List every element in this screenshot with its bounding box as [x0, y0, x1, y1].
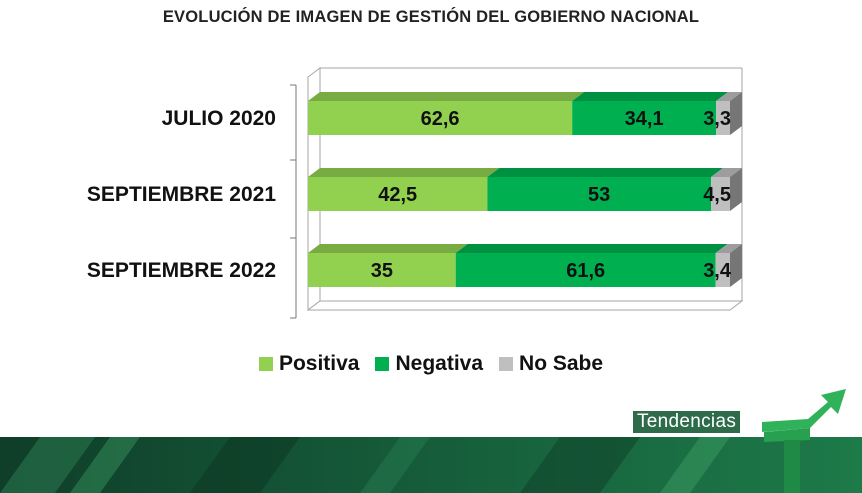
bar-segment: [572, 101, 717, 135]
bar-top-face: [308, 92, 585, 101]
data-label: 35: [371, 260, 393, 282]
chart-legend: Positiva Negativa No Sabe: [0, 352, 862, 376]
bar-segment: [308, 253, 456, 287]
legend-label: Positiva: [278, 352, 360, 375]
bar-side-face: [730, 92, 742, 135]
bar-side-face: [730, 244, 742, 287]
data-label: 62,6: [421, 108, 460, 130]
legend-item: No Sabe: [499, 352, 603, 376]
legend-swatch: [258, 357, 273, 371]
bar-segment: [455, 253, 716, 287]
legend-item: Negativa: [375, 352, 483, 376]
bar-top-face: [308, 244, 468, 253]
category-label: JULIO 2020: [162, 107, 276, 130]
legend-swatch: [499, 357, 514, 371]
bar-segment: [308, 101, 573, 135]
legend-label: Negativa: [395, 352, 484, 375]
data-label: 53: [588, 184, 610, 206]
legend-swatch: [375, 357, 390, 371]
bar-segment: [716, 101, 730, 135]
bar-segment: [308, 177, 488, 211]
bar-top-face: [572, 92, 729, 101]
footer-stripes: [0, 437, 730, 493]
chart-title: EVOLUCIÓN DE IMAGEN DE GESTIÓN DEL GOBIE…: [162, 8, 700, 26]
data-label: 61,6: [566, 260, 605, 282]
legend-label: No Sabe: [519, 352, 604, 375]
legend-item: Positiva: [258, 352, 360, 376]
chart-floor: [306, 300, 744, 311]
bar-top-face: [308, 168, 500, 177]
logo-text: Tendencias: [633, 411, 741, 433]
bar-top-face: [455, 244, 728, 253]
data-label: 3,4: [703, 260, 732, 282]
bar-segment: [715, 253, 730, 287]
bar-top-face: [487, 168, 724, 177]
data-label: 4,5: [703, 184, 731, 206]
bar-side-face: [730, 168, 742, 211]
category-label: SEPTIEMBRE 2021: [87, 183, 276, 206]
category-label: SEPTIEMBRE 2022: [87, 259, 276, 282]
data-label: 42,5: [378, 184, 417, 206]
data-label: 3,3: [703, 108, 731, 130]
bar-top-face: [716, 92, 742, 101]
footer-band: [0, 437, 862, 493]
bar-segment: [711, 177, 730, 211]
tendencias-logo: [762, 389, 846, 493]
bar-segment: [487, 177, 712, 211]
bar-top-face: [715, 244, 742, 253]
data-label: 34,1: [625, 108, 664, 130]
bar-top-face: [711, 168, 742, 177]
